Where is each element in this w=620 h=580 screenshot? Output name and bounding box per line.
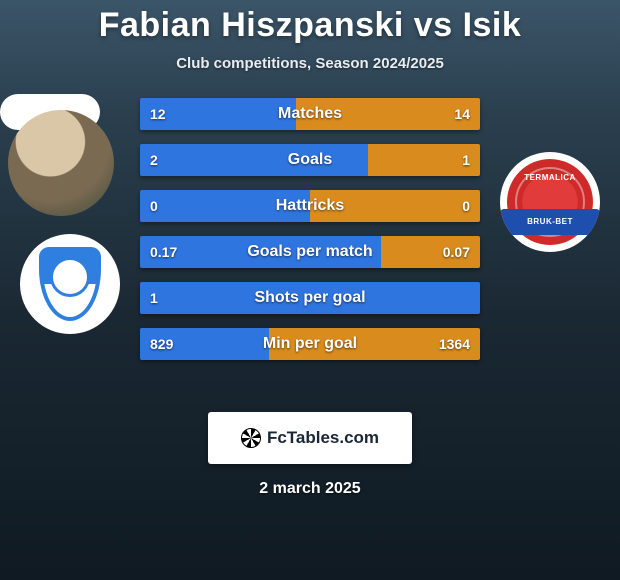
stat-value-left: 12 — [140, 98, 176, 130]
stat-value-right: 1364 — [429, 328, 480, 360]
stat-bar: Goals21 — [140, 144, 480, 176]
team-right-banner-text: BRUK-BET — [500, 209, 600, 235]
stat-bar: Goals per match0.170.07 — [140, 236, 480, 268]
soccer-ball-icon — [241, 428, 261, 448]
stat-bar: Min per goal8291364 — [140, 328, 480, 360]
subtitle: Club competitions, Season 2024/2025 — [0, 55, 620, 72]
page-title: Fabian Hiszpanski vs Isik — [0, 0, 620, 45]
stat-bar-left-seg — [140, 144, 368, 176]
stat-bar-left-seg — [140, 282, 480, 314]
termalica-badge-icon: TERMALICA BRUK-BET — [507, 159, 593, 245]
stat-value-left: 2 — [140, 144, 168, 176]
brand-box[interactable]: FcTables.com — [208, 412, 412, 464]
player-left-avatar — [8, 110, 114, 216]
stat-value-left: 829 — [140, 328, 183, 360]
stat-bar: Hattricks00 — [140, 190, 480, 222]
team-left-logo — [20, 234, 120, 334]
brand-text: FcTables.com — [267, 428, 379, 448]
card: Fabian Hiszpanski vs Isik Club competiti… — [0, 0, 620, 580]
team-right-top-text: TERMALICA — [507, 173, 593, 182]
stat-value-right — [460, 282, 480, 314]
stat-value-left: 1 — [140, 282, 168, 314]
stat-value-left: 0 — [140, 190, 168, 222]
stat-bars: Matches1214Goals21Hattricks00Goals per m… — [140, 98, 480, 360]
comparison-stage: TERMALICA BRUK-BET Matches1214Goals21Hat… — [0, 94, 620, 394]
stat-bar: Matches1214 — [140, 98, 480, 130]
team-right-logo: TERMALICA BRUK-BET — [500, 152, 600, 252]
stat-value-left: 0.17 — [140, 236, 187, 268]
wisla-shield-icon — [39, 247, 101, 321]
stat-value-right: 14 — [444, 98, 480, 130]
stat-value-right: 0 — [452, 190, 480, 222]
stat-value-right: 0.07 — [433, 236, 480, 268]
stat-bar: Shots per goal1 — [140, 282, 480, 314]
stat-value-right: 1 — [452, 144, 480, 176]
date-text: 2 march 2025 — [0, 480, 620, 498]
